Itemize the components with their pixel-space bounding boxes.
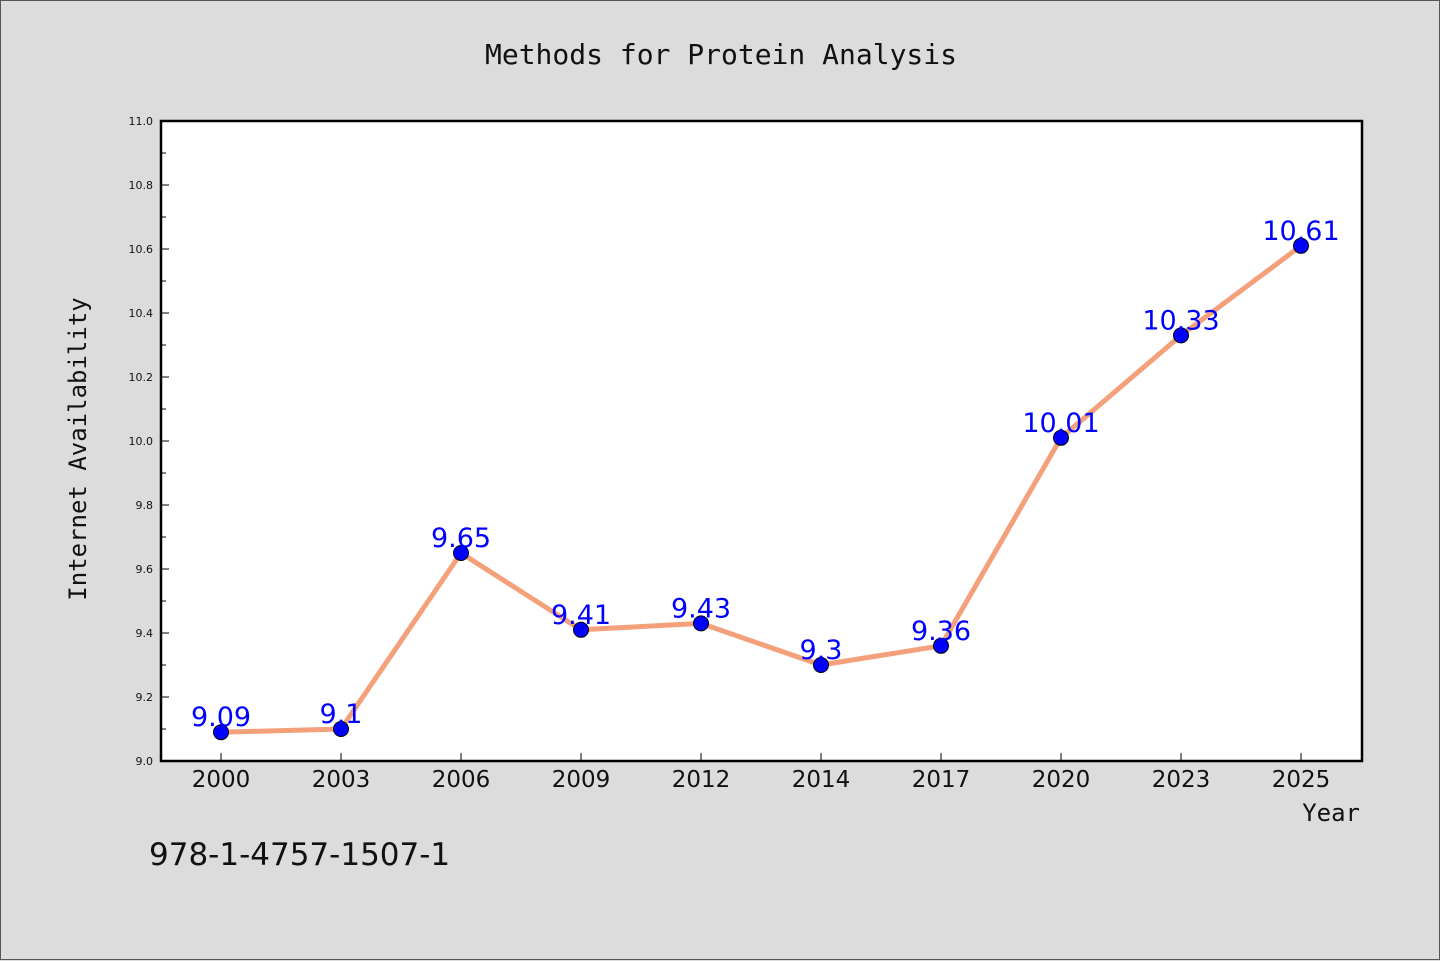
y-tick-label: 10.6 bbox=[129, 243, 154, 256]
y-tick-label: 10.2 bbox=[129, 371, 154, 384]
y-tick-label: 11.0 bbox=[129, 115, 154, 128]
data-label: 9.36 bbox=[911, 616, 971, 647]
x-tick-label: 2023 bbox=[1152, 767, 1211, 793]
data-label: 10.61 bbox=[1262, 216, 1339, 247]
data-label: 9.41 bbox=[551, 600, 611, 631]
data-point bbox=[453, 545, 469, 561]
y-axis: 9.0 9.2 9.4 9.6 9.8 10.0 10.2 10.4 10.6 10.8 11.0 bbox=[129, 115, 169, 768]
data-point bbox=[813, 657, 829, 673]
x-tick-label: 2020 bbox=[1032, 767, 1091, 793]
data-point bbox=[1053, 429, 1069, 446]
data-label: 9.1 bbox=[320, 699, 363, 730]
y-axis-label: Internet Availability bbox=[64, 297, 92, 600]
x-tick-label: 2017 bbox=[912, 767, 971, 793]
data-label: 9.3 bbox=[800, 635, 843, 666]
data-point bbox=[573, 621, 589, 638]
x-tick-label: 2014 bbox=[792, 767, 851, 793]
y-tick-label: 9.4 bbox=[136, 627, 154, 640]
plot-area bbox=[159, 119, 1364, 763]
chart-title: Methods for Protein Analysis bbox=[485, 38, 957, 71]
x-axis-label: Year bbox=[1302, 799, 1360, 827]
series-markers bbox=[213, 237, 1309, 741]
data-label: 9.65 bbox=[431, 523, 491, 554]
isbn-text: 978-1-4757-1507-1 bbox=[149, 837, 450, 873]
y-tick-label: 9.6 bbox=[136, 563, 154, 576]
y-tick-label: 10.0 bbox=[129, 435, 154, 448]
data-point bbox=[1293, 237, 1309, 254]
y-tick-label: 10.4 bbox=[129, 307, 154, 320]
data-labels: 9.09 9.1 9.65 9.41 9.43 9.3 9.36 10.01 10.33 10.6… bbox=[191, 216, 1340, 733]
data-label: 9.09 bbox=[191, 702, 251, 733]
data-point bbox=[213, 724, 229, 741]
x-tick-label: 2012 bbox=[672, 767, 731, 793]
x-tick-label: 2003 bbox=[312, 767, 371, 793]
y-tick-label: 10.8 bbox=[129, 179, 154, 192]
y-tick-label: 9.8 bbox=[136, 499, 154, 512]
data-point bbox=[1173, 327, 1189, 344]
x-tick-label: 2006 bbox=[432, 767, 491, 793]
data-point bbox=[333, 721, 349, 737]
x-tick-label: 2000 bbox=[192, 767, 251, 793]
data-label: 10.33 bbox=[1142, 305, 1219, 336]
data-label: 10.01 bbox=[1022, 408, 1099, 439]
series-line bbox=[220, 243, 1303, 735]
data-point bbox=[933, 637, 949, 654]
y-tick-label: 9.2 bbox=[136, 691, 154, 704]
data-label: 9.43 bbox=[671, 593, 731, 624]
x-tick-label: 2025 bbox=[1272, 767, 1331, 793]
x-tick-label: 2009 bbox=[552, 767, 611, 793]
y-tick-label: 9.0 bbox=[136, 755, 154, 768]
x-axis: 2000 2003 2006 2009 2012 2014 2017 2020 2023 2025 bbox=[192, 753, 1331, 793]
data-point bbox=[693, 615, 709, 632]
